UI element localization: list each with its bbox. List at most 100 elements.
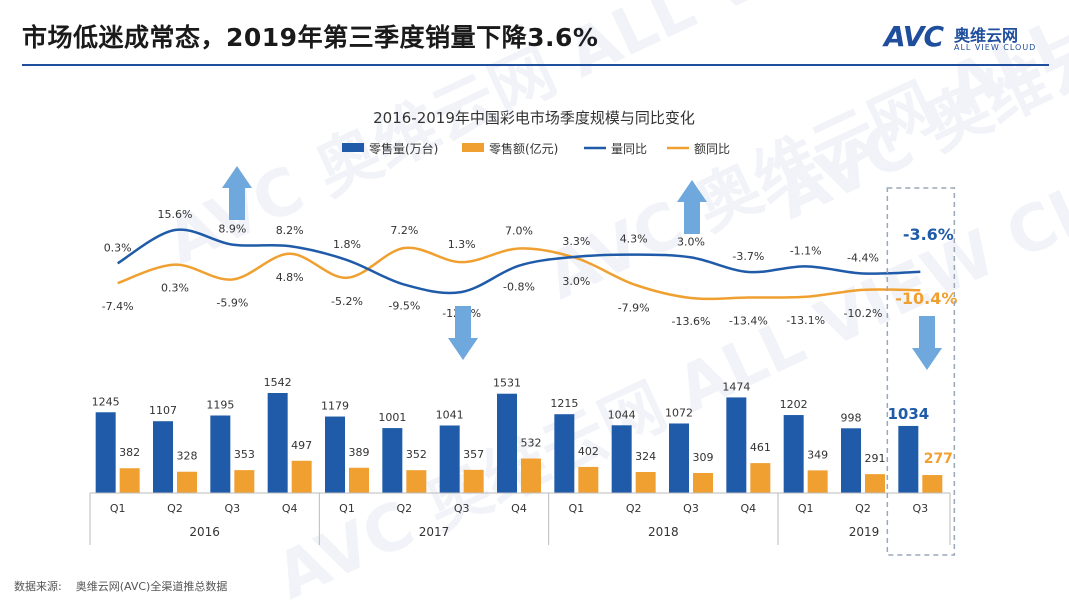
amount-bar <box>693 472 713 493</box>
x-tick-label: Q2 <box>855 502 871 515</box>
title-divider <box>22 64 1049 66</box>
amount-yoy-label: -7.4% <box>102 300 134 313</box>
volume-bar <box>439 425 460 493</box>
amount-yoy-label: -13.1% <box>786 314 825 327</box>
source-text: 奥维云网(AVC)全渠道推总数据 <box>75 580 228 593</box>
amount-yoy-label: -13.4% <box>729 315 768 328</box>
volume-yoy-label: 15.6% <box>158 208 193 221</box>
volume-yoy-label: -0.8% <box>503 281 535 294</box>
volume-bar <box>325 416 345 493</box>
volume-yoy-label: -9.5% <box>388 300 420 313</box>
amount-bar-label: 353 <box>234 448 255 461</box>
amount-bar <box>807 470 828 493</box>
volume-yoy-line <box>117 228 921 295</box>
legend: 零售量(万台) 零售额(亿元) 量同比 额同比 <box>342 141 730 156</box>
volume-bar-label: 998 <box>841 411 862 424</box>
amount-bar-label: 291 <box>865 452 886 465</box>
amount-yoy-label: -13.6% <box>672 315 711 328</box>
amount-bar <box>635 471 656 493</box>
amount-yoy-line <box>117 246 921 301</box>
volume-bar-label: 1034 <box>887 405 929 423</box>
amount-bar <box>922 475 943 493</box>
amount-bar-label: 402 <box>578 445 599 458</box>
volume-bar <box>267 393 288 493</box>
volume-yoy-label: 8.2% <box>276 224 304 237</box>
amount-yoy-label: -5.2% <box>331 295 363 308</box>
logo-cn: 奥维云网 <box>954 26 1019 45</box>
amount-bar <box>291 460 312 493</box>
logo-en: ALL VIEW CLOUD <box>954 43 1037 52</box>
volume-yoy-label: -4.4% <box>847 252 879 265</box>
amount-bar <box>865 474 885 493</box>
volume-bar <box>382 428 403 493</box>
amount-bar <box>177 471 197 493</box>
trend-up-arrow <box>222 166 252 220</box>
amount-yoy-label: -10.4% <box>895 289 957 308</box>
volume-bar <box>841 428 861 493</box>
highlight-box <box>886 187 956 556</box>
legend-swatch <box>462 143 484 152</box>
volume-bar-label: 1542 <box>264 376 292 389</box>
volume-bar <box>95 412 116 493</box>
amount-bar-label: 461 <box>750 441 771 454</box>
volume-bar <box>898 425 919 493</box>
volume-bar-label: 1107 <box>149 404 177 417</box>
x-tick-label: Q2 <box>626 502 642 515</box>
amount-bar <box>521 458 541 493</box>
volume-bar <box>611 425 632 493</box>
volume-bar-label: 1072 <box>665 406 693 419</box>
amount-bar-label: 349 <box>807 448 828 461</box>
amount-bar <box>750 463 771 493</box>
legend-label: 额同比 <box>694 142 730 156</box>
trend-down-arrow <box>912 316 942 370</box>
volume-bar-label: 1044 <box>608 408 636 421</box>
amount-bar-label: 532 <box>521 436 542 449</box>
volume-bar-label: 1041 <box>436 408 464 421</box>
volume-bar-label: 1245 <box>92 395 120 408</box>
amount-bar <box>119 468 140 493</box>
volume-yoy-label: -3.6% <box>903 225 954 244</box>
amount-bar-label: 352 <box>406 448 427 461</box>
amount-bar-label: 382 <box>119 446 140 459</box>
year-label: 2017 <box>419 525 450 539</box>
legend-swatch <box>342 143 364 152</box>
x-tick-label: Q3 <box>224 502 240 515</box>
volume-bar <box>554 414 575 493</box>
amount-bar-label: 324 <box>635 450 656 463</box>
x-tick-label: Q4 <box>740 502 756 515</box>
x-tick-label: Q4 <box>282 502 298 515</box>
volume-yoy-label: -3.7% <box>732 250 764 263</box>
volume-yoy-label: 4.3% <box>620 233 648 246</box>
x-tick-label: Q1 <box>339 502 355 515</box>
volume-yoy-label: 8.9% <box>218 223 246 236</box>
amount-yoy-label: -7.9% <box>618 301 650 314</box>
amount-bar <box>406 470 427 493</box>
trend-down-arrow <box>448 306 478 360</box>
volume-bar-label: 1195 <box>206 399 234 412</box>
amount-yoy-label: 3.0% <box>562 275 590 288</box>
year-label: 2016 <box>189 525 220 539</box>
volume-bar-label: 1215 <box>550 397 578 410</box>
source-label: 数据来源: <box>14 580 62 593</box>
avc-logo: AVC 奥维云网 ALL VIEW CLOUD <box>884 20 1049 56</box>
x-tick-label: Q1 <box>110 502 126 515</box>
amount-bar-label: 389 <box>349 446 370 459</box>
x-tick-label: Q2 <box>167 502 183 515</box>
amount-yoy-label: 4.8% <box>276 271 304 284</box>
amount-yoy-label: 7.0% <box>505 224 533 237</box>
amount-bar-label: 497 <box>291 439 312 452</box>
logo-mark: AVC <box>884 20 944 53</box>
volume-yoy-label: -1.1% <box>790 244 822 257</box>
volume-bar <box>497 393 517 493</box>
x-tick-label: Q1 <box>568 502 584 515</box>
x-tick-label: Q3 <box>683 502 699 515</box>
data-source: 数据来源: 奥维云网(AVC)全渠道推总数据 <box>14 578 241 594</box>
volume-yoy-label: 1.8% <box>333 238 361 251</box>
amount-bar-label: 357 <box>463 448 484 461</box>
amount-bar <box>349 467 369 493</box>
volume-yoy-label: 3.3% <box>562 235 590 248</box>
page-title: 市场低迷成常态，2019年第三季度销量下降3.6% <box>22 23 599 52</box>
volume-bar-label: 1179 <box>321 400 349 413</box>
volume-bar-label: 1474 <box>722 380 750 393</box>
year-label: 2019 <box>849 525 880 539</box>
